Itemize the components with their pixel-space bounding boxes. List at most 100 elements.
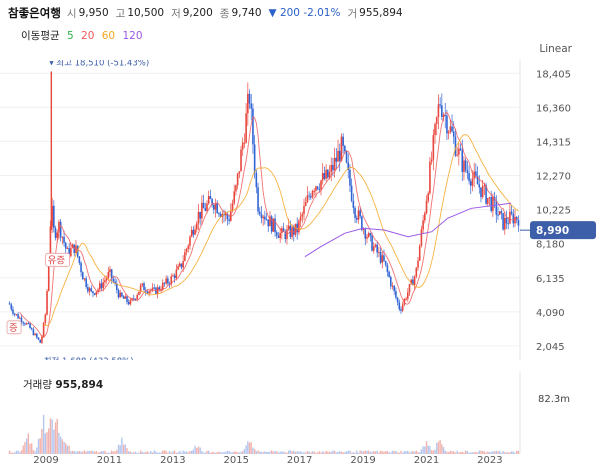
candle	[42, 322, 45, 337]
candle	[275, 232, 278, 236]
volume-bar	[218, 451, 220, 454]
candle	[478, 184, 481, 188]
volume-bar	[56, 418, 58, 454]
x-tick-label: 2021	[413, 455, 440, 466]
candle	[309, 196, 312, 198]
volume-bar	[255, 451, 258, 454]
candle	[517, 219, 520, 226]
candle	[463, 160, 465, 172]
volume-bar	[483, 451, 486, 454]
candle	[330, 164, 333, 173]
low-label: 저	[171, 7, 181, 20]
volume-bar	[253, 449, 256, 454]
candle	[93, 293, 96, 295]
volume-bar	[112, 451, 115, 454]
candle	[481, 186, 484, 198]
volume-bar	[175, 452, 178, 454]
volume-bar	[10, 452, 12, 454]
candle	[430, 159, 433, 162]
volume-bar	[357, 452, 360, 454]
volume-bar	[93, 451, 96, 454]
candle	[384, 260, 387, 265]
candle	[456, 154, 458, 156]
candle	[437, 104, 440, 118]
candle	[464, 160, 467, 171]
candle	[24, 323, 26, 325]
moving-average-legend[interactable]: 이동평균 5 20 60 120	[21, 28, 147, 43]
y-tick-label: 16,360	[536, 103, 571, 114]
volume-bar	[277, 452, 280, 454]
candle	[49, 226, 52, 260]
volume-bar	[265, 451, 268, 454]
volume-bar	[20, 450, 23, 454]
volume-bar	[184, 451, 186, 454]
volume-bar	[90, 450, 92, 454]
volume-bar	[58, 432, 60, 454]
volume-bar	[99, 451, 101, 454]
candle	[350, 185, 353, 201]
volume-bar	[185, 451, 188, 454]
volume-bar	[507, 452, 509, 454]
volume-bar	[475, 451, 477, 454]
candle	[39, 339, 42, 343]
volume-bar	[378, 452, 380, 454]
volume-bar	[291, 451, 293, 454]
ma-120-line	[304, 202, 512, 258]
volume-bar	[442, 447, 445, 454]
volume-bar	[269, 451, 271, 454]
candle	[386, 264, 389, 272]
volume-bar	[298, 451, 300, 454]
candle	[231, 203, 234, 211]
candle	[471, 178, 474, 186]
scale-toggle[interactable]: Linear	[539, 43, 572, 55]
volume-bar	[318, 451, 321, 454]
candle	[73, 244, 76, 253]
candle	[127, 301, 130, 305]
volume-bar	[173, 450, 176, 454]
volume-bar	[31, 443, 33, 454]
volume-bar	[419, 452, 421, 454]
volume-bar	[354, 452, 356, 454]
price-chart[interactable]: ▾ 최고 18,510 (-51.43%) ▴ 최저 1,688 (432.58%…	[0, 60, 600, 360]
candle	[98, 283, 101, 290]
candle	[425, 200, 428, 214]
candle	[512, 213, 515, 224]
volume-bar	[453, 451, 455, 454]
volume-bar	[42, 414, 45, 454]
min-price-label: ▴ 최저 1,688 (432.58%)	[37, 356, 134, 360]
quote-summary: 참좋은여행 시 9,950 고 10,500 저 9,200 종 9,740 ▼…	[8, 3, 410, 23]
volume-bar	[316, 452, 319, 454]
candle	[100, 283, 103, 289]
candle	[400, 309, 402, 311]
candle	[510, 211, 513, 214]
volume-bar	[322, 451, 324, 454]
volume-bar	[22, 445, 24, 454]
volume-bar	[432, 450, 435, 454]
volume-bar	[379, 450, 382, 454]
candle	[258, 211, 261, 215]
volume-bar	[369, 451, 372, 454]
volume-bar	[75, 451, 77, 454]
candle	[235, 185, 237, 192]
event-badge	[6, 320, 22, 335]
volume-bar	[323, 452, 326, 454]
candle	[253, 144, 256, 173]
volume-bar	[24, 442, 26, 454]
ma-20-label: 20	[81, 30, 95, 42]
candle	[224, 213, 227, 216]
candle	[178, 263, 181, 267]
candle	[104, 280, 106, 283]
candle	[333, 157, 336, 171]
volume-bar	[434, 449, 436, 454]
candle	[338, 150, 341, 161]
candle	[257, 187, 259, 212]
volume-bar	[129, 451, 132, 454]
candle	[184, 252, 186, 261]
volume-bar	[219, 452, 222, 454]
volume-bar	[517, 450, 520, 454]
volume-bar	[286, 452, 288, 454]
volume-bar	[408, 452, 411, 454]
candle	[298, 220, 300, 233]
candle	[117, 290, 120, 298]
candle	[110, 269, 113, 279]
